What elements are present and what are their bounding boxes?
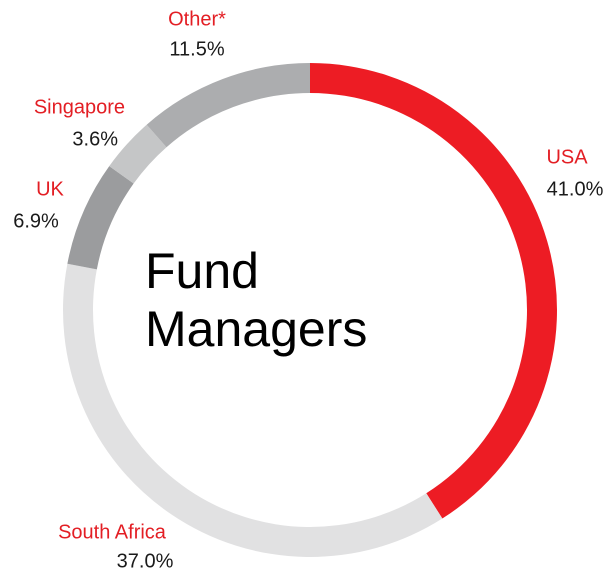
value-label: 11.5% <box>169 38 224 60</box>
donut-segment <box>146 63 310 148</box>
donut-segment <box>109 124 167 184</box>
donut-segment <box>62 263 443 557</box>
value-label: 3.6% <box>72 128 118 150</box>
value-label: 6.9% <box>13 210 59 232</box>
donut-segment <box>67 166 134 270</box>
chart-title: Fund Managers <box>145 243 368 357</box>
category-label: UK <box>36 178 64 200</box>
category-label: South Africa <box>58 521 167 543</box>
category-label: Singapore <box>34 96 125 118</box>
donut-segment <box>310 63 558 519</box>
category-label: Other* <box>168 8 226 30</box>
value-label: 37.0% <box>117 550 174 572</box>
category-label: USA <box>546 146 588 168</box>
value-label: 41.0% <box>547 178 604 200</box>
